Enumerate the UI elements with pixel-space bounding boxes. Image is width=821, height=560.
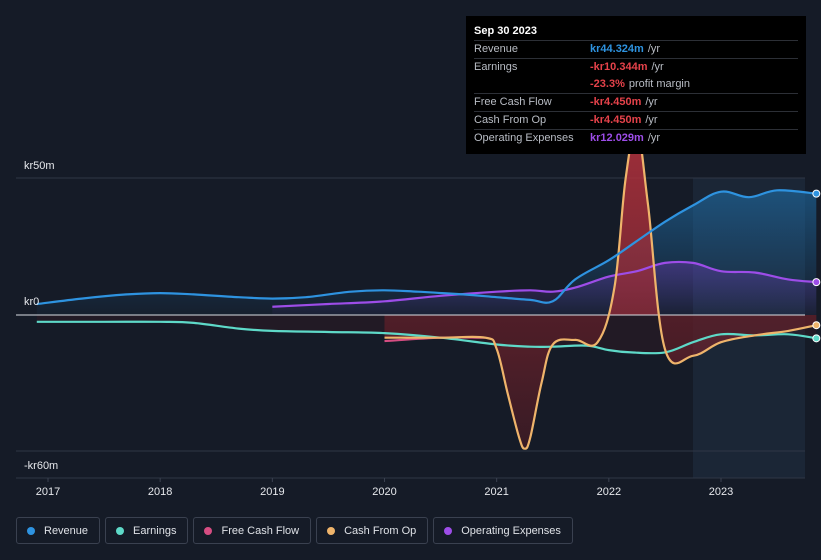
tooltip-row-value: -23.3% xyxy=(590,78,625,90)
tooltip-row-value: -kr4.450m xyxy=(590,96,642,108)
y-axis-top-label: kr50m xyxy=(24,160,55,172)
y-axis-bottom-label: -kr60m xyxy=(24,460,59,472)
earnings-end-marker xyxy=(812,334,821,343)
tooltip-row-value: kr44.324m xyxy=(590,43,644,55)
legend-label: Cash From Op xyxy=(344,524,417,537)
tooltip-row: -23.3% profit margin xyxy=(474,76,798,94)
legend-item-free-cash-flow[interactable]: Free Cash Flow xyxy=(193,517,312,544)
tooltip-row-value: -kr4.450m xyxy=(590,114,642,126)
tooltip-row-value: -kr10.344m xyxy=(590,61,648,73)
tooltip-row-unit: /yr xyxy=(647,132,661,144)
revenue-end-marker xyxy=(812,189,821,198)
tooltip-row-label xyxy=(474,76,590,93)
legend-item-earnings[interactable]: Earnings xyxy=(105,517,189,544)
x-tick-label: 2021 xyxy=(484,486,509,498)
tooltip-row-unit: /yr xyxy=(645,114,658,126)
tooltip-row-unit: profit margin xyxy=(628,78,690,90)
legend-dot-icon xyxy=(27,526,35,535)
x-tick-label: 2020 xyxy=(372,486,397,498)
tooltip-row: Revenue kr44.324m/yr xyxy=(474,41,798,59)
legend-label: Free Cash Flow xyxy=(221,524,300,537)
tooltip-row-label: Free Cash Flow xyxy=(474,96,552,108)
tooltip-date: Sep 30 2023 xyxy=(474,23,798,41)
operating-expenses-area xyxy=(272,261,817,315)
tooltip-row: Operating Expenses kr12.029m/yr xyxy=(474,130,798,147)
earnings-area xyxy=(36,315,817,354)
legend-dot-icon xyxy=(327,526,336,535)
legend-item-revenue[interactable]: Revenue xyxy=(16,517,101,544)
x-tick-label: 2018 xyxy=(147,486,173,498)
tooltip-row: Free Cash Flow -kr4.450m/yr xyxy=(474,94,798,112)
data-tooltip: Sep 30 2023 Revenue kr44.324m/yr Earnings -… xyxy=(466,16,806,154)
chart-legend: Revenue Earnings Free Cash Flow Cash From O… xyxy=(16,517,573,544)
tooltip-row-unit: /yr xyxy=(647,43,661,55)
x-tick-label: 2023 xyxy=(708,486,734,498)
operating-expenses-end-marker xyxy=(812,278,821,287)
legend-dot-icon xyxy=(204,526,213,535)
legend-dot-icon xyxy=(116,526,125,535)
operating-expenses-line xyxy=(272,260,817,308)
legend-item-cash-from-op[interactable]: Cash From Op xyxy=(316,517,429,544)
tooltip-row-label: Earnings xyxy=(474,61,518,73)
tooltip-row-label: Revenue xyxy=(474,43,519,55)
tooltip-row-label: Cash From Op xyxy=(474,114,547,126)
tooltip-row-unit: /yr xyxy=(651,61,664,73)
tooltip-row: Earnings -kr10.344m/yr xyxy=(474,59,798,76)
tooltip-row-unit: /yr xyxy=(645,96,658,108)
legend-label: Revenue xyxy=(44,524,89,537)
tooltip-row-label: Operating Expenses xyxy=(474,132,574,144)
legend-label: Earnings xyxy=(133,524,177,537)
revenue-line xyxy=(36,189,817,306)
x-tick-label: 2017 xyxy=(35,486,61,498)
tooltip-row: Cash From Op -kr4.450m/yr xyxy=(474,112,798,130)
legend-dot-icon xyxy=(444,526,453,535)
x-tick-label: 2019 xyxy=(260,486,285,498)
cash-from-op-line xyxy=(384,127,817,450)
x-tick-label: 2022 xyxy=(596,486,622,498)
tooltip-row-value: kr12.029m xyxy=(590,132,644,144)
legend-item-operating-expenses[interactable]: Operating Expenses xyxy=(433,517,573,544)
y-axis-zero-label: kr0 xyxy=(24,296,40,308)
earnings-line xyxy=(36,320,817,355)
legend-label: Operating Expenses xyxy=(461,524,561,537)
cash-from-op-end-marker xyxy=(812,321,821,330)
